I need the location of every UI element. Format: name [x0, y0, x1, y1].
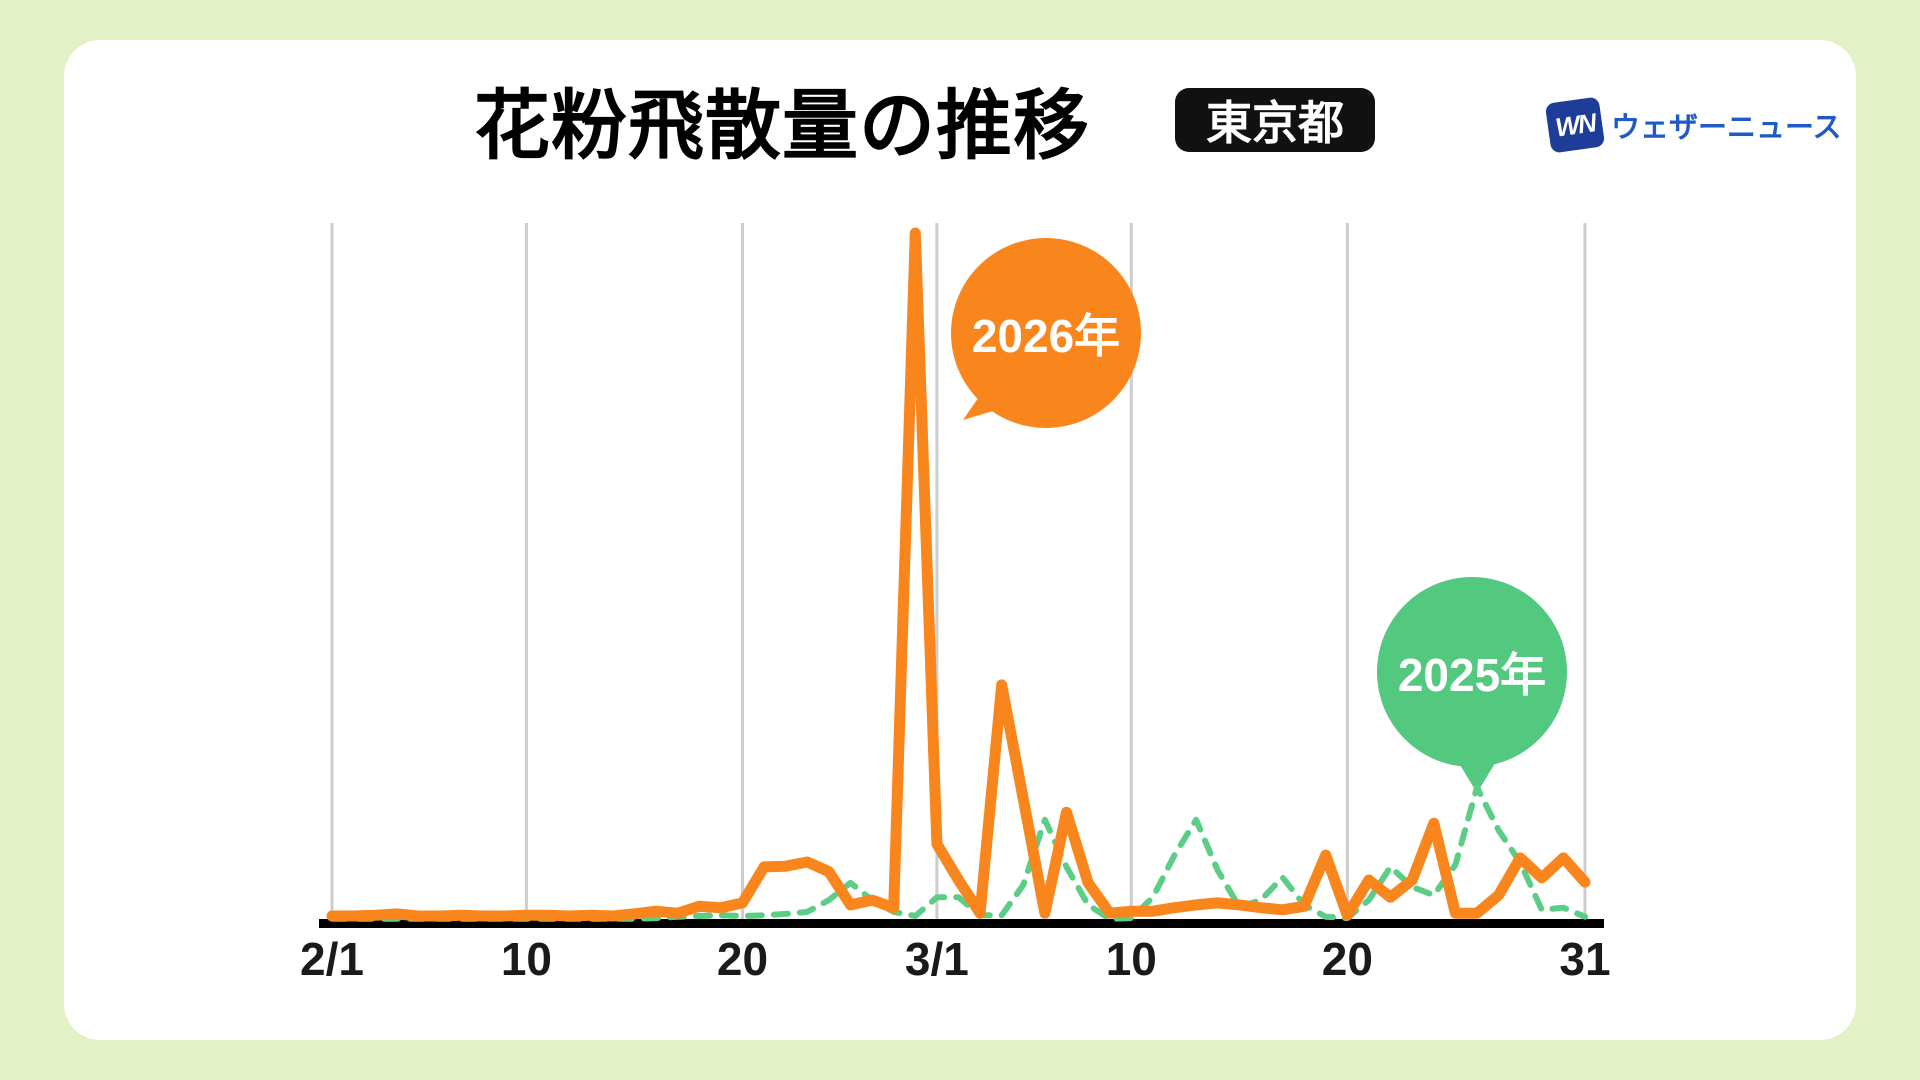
series-line-2026: [326, 227, 1591, 922]
x-tick-label: 3/1: [904, 933, 969, 985]
gridlines: [330, 223, 1587, 923]
x-tick-label: 31: [1559, 933, 1611, 985]
wn-logo-mark-icon: WN: [1544, 96, 1606, 154]
bubble-2025-label: 2025年: [1397, 649, 1547, 701]
region-badge: 東京都: [1175, 88, 1375, 152]
chart-title: 花粉飛散量の推移: [474, 84, 1090, 169]
x-tick-label: 10: [500, 933, 553, 985]
label-bubble-2025: 2025年: [1377, 577, 1567, 767]
x-tick-label: 20: [716, 933, 769, 985]
label-bubble-2026: 2026年: [951, 238, 1141, 428]
bubble-2026-label: 2026年: [971, 310, 1121, 362]
weathernews-logo: WN ウェザーニュース: [1544, 96, 1842, 154]
x-axis-line: [319, 919, 1604, 928]
x-tick-label: 10: [1105, 933, 1157, 985]
wn-logo-text: ウェザーニュース: [1611, 112, 1842, 144]
x-tick-label: 20: [1321, 933, 1373, 985]
x-tick-label: 2/1: [300, 933, 364, 985]
